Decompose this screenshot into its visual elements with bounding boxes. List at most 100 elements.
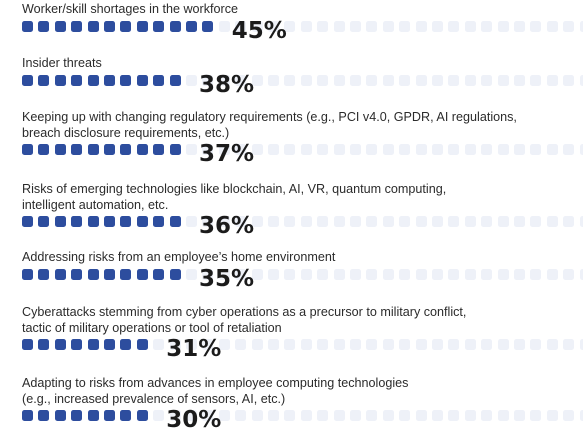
dot-bar: 35%: [22, 267, 583, 295]
bar-dot-empty: [382, 268, 394, 280]
bar-dot-empty: [350, 216, 361, 227]
bar-dot-empty: [350, 74, 361, 86]
bar-dot-filled: [54, 216, 66, 227]
bar-dot-empty: [481, 410, 493, 421]
bar-dot-filled: [22, 144, 33, 155]
bar-dot-empty: [268, 144, 279, 155]
bar-dot-empty: [497, 144, 509, 155]
bar-dot-filled: [71, 339, 83, 350]
bar-dot-empty: [530, 410, 542, 421]
bar-dot-empty: [432, 410, 443, 421]
bar-dot-empty: [432, 74, 443, 86]
bar-dot-empty: [448, 268, 460, 280]
bar-dot-empty: [448, 20, 460, 32]
bar-dot-empty: [251, 74, 263, 86]
bar-dot-empty: [415, 410, 427, 421]
bar-dot-empty: [579, 20, 583, 32]
bar-dot-filled: [54, 20, 66, 32]
bar-dot-empty: [251, 144, 263, 155]
bar-dot-empty: [218, 339, 230, 350]
bar-dot-empty: [579, 268, 583, 280]
bar-dot-empty: [366, 20, 378, 32]
bar-dot-empty: [464, 339, 476, 350]
bar-dot-empty: [202, 410, 214, 421]
bar-dot-filled: [104, 144, 115, 155]
bar-dot-filled: [120, 339, 132, 350]
bar-dot-empty: [284, 74, 296, 86]
bar-dot-empty: [432, 144, 443, 155]
value-label: 30%: [166, 407, 222, 433]
bar-dot-empty: [333, 410, 345, 421]
bar-dot-filled: [87, 410, 99, 421]
bar-dot-empty: [186, 144, 197, 155]
bar-dot-empty: [333, 268, 345, 280]
bar-dot-empty: [284, 268, 296, 280]
bar-dot-empty: [235, 268, 247, 280]
bar-dot-empty: [366, 268, 378, 280]
bar-dot-empty: [235, 410, 247, 421]
bar-dot-filled: [120, 144, 132, 155]
bar-dot-empty: [268, 216, 279, 227]
bar-dot-filled: [153, 216, 165, 227]
bar-dot-empty: [382, 410, 394, 421]
bar-dot-empty: [317, 339, 329, 350]
bar-dot-empty: [153, 339, 165, 350]
bar-dot-filled: [71, 20, 83, 32]
bar-dot-filled: [54, 268, 66, 280]
bar-dot-filled: [22, 410, 33, 421]
category-label: Keeping up with changing regulatory requ…: [22, 110, 517, 140]
dot-bar: 31%: [22, 338, 583, 365]
bar-dot-empty: [563, 20, 575, 32]
bar-dot-filled: [153, 268, 165, 280]
bar-dot-empty: [317, 74, 329, 86]
bar-dot-filled: [71, 410, 83, 421]
bar-dot-filled: [169, 20, 181, 32]
bar-dot-empty: [268, 20, 279, 32]
bar-dot-filled: [38, 339, 50, 350]
bar-dot-filled: [136, 216, 148, 227]
bar-dot-empty: [563, 74, 575, 86]
bar-dot-filled: [54, 410, 66, 421]
bar-dot-empty: [251, 20, 263, 32]
value-label: 37%: [199, 141, 255, 167]
bar-dot-filled: [104, 339, 115, 350]
bar-dot-filled: [186, 20, 197, 32]
bar-dot-empty: [268, 74, 279, 86]
bar-dot-empty: [300, 74, 312, 86]
value-label: 45%: [231, 17, 287, 44]
bar-dot-empty: [481, 144, 493, 155]
bar-dot-filled: [136, 410, 148, 421]
bar-dot-filled: [169, 74, 181, 86]
bar-dot-empty: [563, 144, 575, 155]
bar-dot-filled: [120, 20, 132, 32]
bar-dot-empty: [563, 410, 575, 421]
category-label: Cyberattacks stemming from cyber operati…: [22, 305, 467, 335]
bar-dot-empty: [579, 74, 583, 86]
bar-dot-empty: [366, 410, 378, 421]
bar-dot-filled: [38, 144, 50, 155]
bar-dot-empty: [366, 339, 378, 350]
bar-dot-empty: [497, 410, 509, 421]
bar-dot-empty: [514, 268, 525, 280]
bar-dot-empty: [579, 339, 583, 350]
bar-dot-empty: [202, 74, 214, 86]
bar-dot-empty: [251, 216, 263, 227]
bar-dot-empty: [497, 20, 509, 32]
bar-dot-filled: [22, 339, 33, 350]
bar-dot-empty: [202, 268, 214, 280]
bar-dot-filled: [120, 268, 132, 280]
bar-dot-empty: [333, 339, 345, 350]
category-label: Insider threats: [22, 56, 102, 70]
bar-dot-filled: [169, 216, 181, 227]
bar-dot-empty: [579, 144, 583, 155]
bar-dot-empty: [514, 410, 525, 421]
bar-dot-filled: [38, 410, 50, 421]
bar-dot-filled: [22, 74, 33, 86]
bar-dot-empty: [415, 268, 427, 280]
bar-dot-empty: [235, 74, 247, 86]
bar-dot-empty: [399, 410, 411, 421]
bar-dot-empty: [481, 268, 493, 280]
bar-dot-empty: [317, 410, 329, 421]
bar-dot-filled: [87, 268, 99, 280]
bar-dot-empty: [514, 20, 525, 32]
